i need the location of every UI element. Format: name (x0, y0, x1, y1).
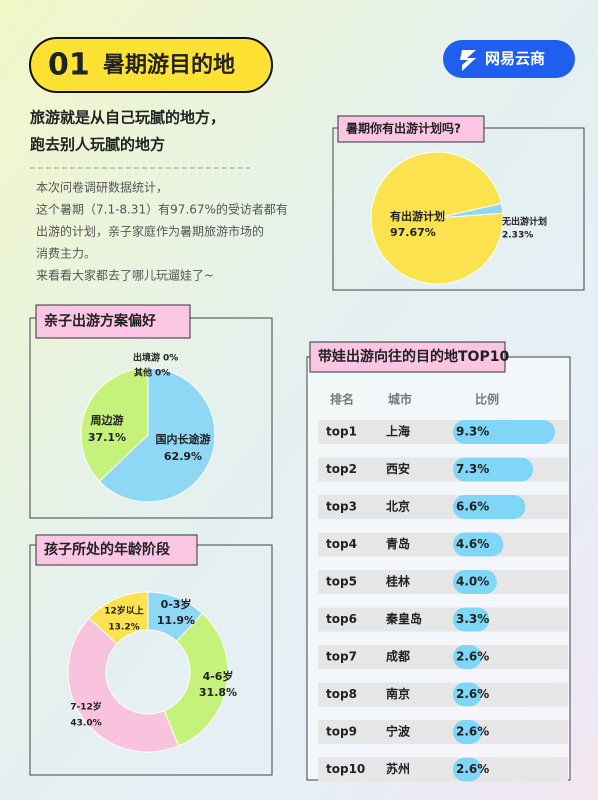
title-tag (337, 115, 485, 143)
slice-label: 12岁以上 (104, 605, 144, 617)
slice-label: 7-12岁 (70, 701, 102, 713)
bar (453, 420, 555, 444)
city: 成都 (386, 649, 410, 664)
value-label: 2.6% (456, 725, 489, 739)
value-label: 4.6% (456, 537, 489, 551)
column-header: 城市 (388, 392, 412, 407)
slice-label: 有出游计划 (390, 209, 445, 223)
value-label: 9.3% (456, 425, 489, 439)
donut-slice (67, 617, 180, 753)
value-label: 2.6% (456, 650, 489, 664)
slice-value: 11.9% (157, 614, 195, 627)
rank: top6 (326, 612, 357, 626)
bar (453, 457, 534, 482)
bar (453, 495, 526, 519)
bar (453, 570, 497, 594)
value-label: 3.3% (456, 612, 489, 626)
slice-value: 37.1% (88, 431, 126, 444)
city: 上海 (386, 424, 410, 439)
rank: top1 (326, 425, 357, 439)
city: 秦皇岛 (385, 611, 422, 626)
intro-text: 本次问卷调研数据统计， (36, 180, 168, 195)
donut-slice (88, 591, 149, 645)
rank: top9 (326, 725, 357, 739)
slice-label: 无出游计划 (501, 216, 547, 228)
row-bg (318, 532, 568, 557)
row-bg (318, 720, 568, 744)
slice-label: 周边游 (91, 413, 124, 427)
bar (453, 682, 482, 707)
slice-value: 62.9% (164, 450, 202, 463)
slice-label: 4-6岁 (203, 669, 234, 683)
chart-title: 亲子出游方案偏好 (44, 313, 156, 330)
bar (453, 532, 504, 557)
value-label: 6.6% (456, 500, 489, 514)
pie-slice (436, 203, 504, 219)
chart-title: 带娃出游向往的目的地TOP10 (318, 348, 509, 365)
rank: top10 (326, 762, 365, 776)
row-bg (318, 682, 568, 707)
city: 南京 (386, 686, 410, 701)
brand-button[interactable] (443, 40, 575, 78)
city: 青岛 (386, 536, 410, 551)
slice-value: 0% (155, 369, 170, 379)
slice-label: 国内长途游 (156, 432, 211, 446)
slice-value: 97.67% (390, 226, 436, 239)
pie-slice (98, 367, 216, 503)
rank: top4 (326, 537, 357, 551)
value-label: 2.6% (456, 687, 489, 701)
pie-slice (80, 367, 149, 482)
slice-value: 2.33% (502, 231, 533, 241)
section-title: 暑期游目的地 (103, 52, 235, 78)
brand-logo (460, 50, 476, 71)
title-tag (35, 534, 198, 566)
value-label: 2.6% (456, 762, 489, 776)
row-bg (318, 495, 568, 519)
slice-label: 0-3岁 (161, 597, 192, 611)
slice-value: 0% (163, 354, 178, 364)
rank: top7 (326, 650, 357, 664)
rank: top5 (326, 575, 357, 589)
column-header: 比例 (475, 392, 499, 407)
intro-text: 来看看大家都去了哪儿玩遛娃了~ (36, 268, 214, 283)
bar (453, 607, 490, 632)
slice-label: 出境游 (133, 352, 160, 364)
city: 苏州 (386, 761, 410, 776)
row-bg (318, 645, 568, 669)
chart-title: 孩子所处的年龄阶段 (44, 541, 170, 558)
slice-value: 31.8% (199, 686, 237, 699)
intro-text: 这个暑期（7.1-8.31）有97.67%的受访者都有 (36, 202, 288, 217)
city: 桂林 (385, 574, 410, 589)
rank: top8 (326, 687, 357, 701)
column-header: 排名 (330, 392, 354, 407)
slice-value: 13.2% (108, 623, 139, 633)
rank: top3 (326, 500, 357, 514)
header-pill (29, 37, 273, 93)
slice-label: 其他 (134, 367, 152, 379)
headline: 跑去别人玩腻的地方 (30, 136, 165, 154)
city: 北京 (386, 499, 410, 514)
slice-value: 43.0% (70, 719, 101, 729)
value-label: 4.0% (456, 575, 489, 589)
title-tag (309, 341, 506, 373)
city: 西安 (386, 461, 410, 476)
brand-name: 网易云商 (485, 50, 545, 68)
intro-text: 消费主力。 (36, 247, 96, 261)
value-label: 7.3% (456, 462, 489, 476)
donut-slice (163, 612, 229, 747)
bar (453, 645, 482, 669)
row-bg (318, 757, 568, 782)
rank: top2 (326, 462, 357, 476)
headline: 旅游就是从自己玩腻的地方， (30, 109, 225, 127)
bar (453, 720, 482, 744)
row-bg (318, 607, 568, 632)
intro-text: 出游的计划，亲子家庭作为暑期旅游市场的 (36, 224, 264, 239)
bar (453, 757, 482, 782)
chart-title: 暑期你有出游计划吗? (346, 121, 461, 136)
row-bg (318, 570, 568, 594)
title-tag (35, 304, 191, 339)
section-number: 01 (48, 48, 90, 83)
city: 宁波 (386, 724, 411, 739)
